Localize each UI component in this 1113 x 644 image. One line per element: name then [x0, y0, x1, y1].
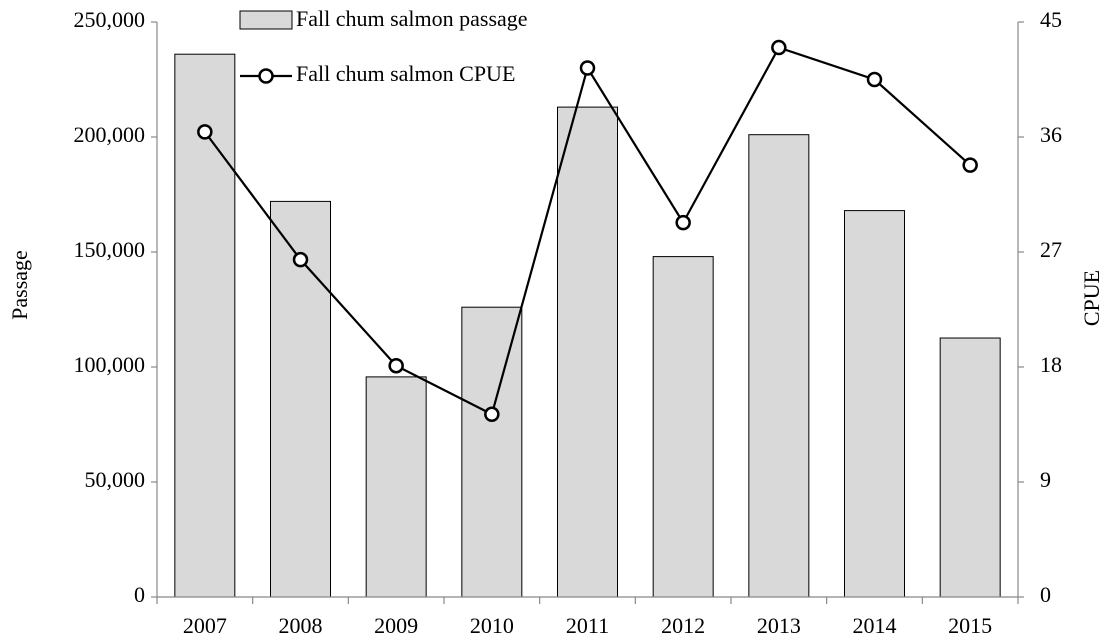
y-tick-label: 100,000 [74, 352, 146, 377]
x-tick-label: 2013 [757, 613, 801, 638]
x-tick-label: 2007 [183, 613, 227, 638]
bar [652, 256, 714, 598]
x-tick-label: 2012 [661, 613, 705, 638]
cpue-point [484, 406, 500, 423]
cpue-point [866, 71, 883, 88]
y2-tick-label: 0 [1040, 582, 1051, 607]
cpue-point [579, 60, 596, 76]
x-tick-label: 2014 [853, 613, 897, 638]
cpue-point [675, 214, 691, 231]
legend-swatch [239, 10, 293, 30]
y-axis-title: Passage [7, 250, 32, 320]
cpue-point [197, 124, 213, 140]
x-tick-label: 2008 [279, 613, 323, 638]
y-tick-label: 50,000 [85, 467, 146, 492]
bar [461, 306, 523, 598]
bar [174, 53, 236, 598]
cpue-point [962, 157, 978, 173]
bar [844, 210, 905, 598]
legend-label: Fall chum salmon CPUE [296, 61, 515, 86]
cpue-point [292, 251, 309, 268]
y2-tick-label: 27 [1040, 237, 1062, 262]
y2-tick-label: 9 [1040, 467, 1051, 492]
cpue-point [388, 357, 404, 374]
y2-tick-label: 45 [1040, 7, 1062, 32]
y-tick-label: 0 [134, 582, 145, 607]
x-tick-label: 2009 [374, 613, 418, 638]
y2-tick-label: 36 [1040, 122, 1062, 147]
bar [557, 106, 618, 598]
x-tick-label: 2010 [470, 613, 514, 638]
y-tick-label: 250,000 [74, 7, 146, 32]
bar [365, 376, 427, 598]
y-tick-label: 150,000 [74, 237, 146, 262]
x-tick-label: 2015 [948, 613, 992, 638]
y2-tick-label: 18 [1040, 352, 1062, 377]
y-tick-label: 200,000 [74, 122, 146, 147]
x-tick-label: 2011 [566, 613, 609, 638]
bar [939, 337, 1001, 598]
y2-axis-title: CPUE [1079, 270, 1104, 326]
legend-marker [258, 68, 274, 84]
bar [748, 134, 810, 598]
cpue-point [771, 39, 787, 56]
legend-label: Fall chum salmon passage [296, 6, 528, 31]
